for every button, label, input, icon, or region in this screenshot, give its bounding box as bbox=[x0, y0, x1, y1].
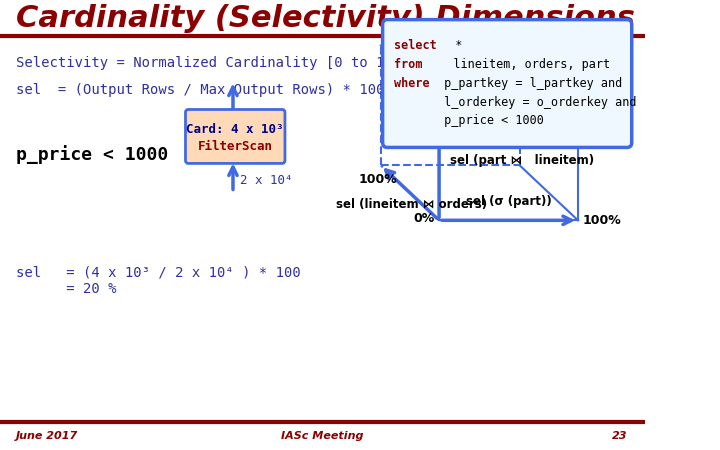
Text: 23: 23 bbox=[612, 431, 627, 441]
Text: l_orderkey = o_orderkey and: l_orderkey = o_orderkey and bbox=[437, 95, 636, 108]
Text: Selectivity = Normalized Cardinality [0 to 100%]: Selectivity = Normalized Cardinality [0 … bbox=[16, 55, 418, 70]
Text: 2 x 10⁴: 2 x 10⁴ bbox=[240, 174, 292, 187]
Text: 100%: 100% bbox=[582, 214, 621, 227]
Text: sel   = (4 x 10³ / 2 x 10⁴ ) * 100: sel = (4 x 10³ / 2 x 10⁴ ) * 100 bbox=[16, 265, 301, 279]
Text: = 20 %: = 20 % bbox=[16, 282, 117, 296]
Text: from: from bbox=[395, 58, 423, 71]
Text: p_price < 1000: p_price < 1000 bbox=[437, 114, 544, 127]
Text: *: * bbox=[441, 39, 462, 52]
Text: 100%: 100% bbox=[444, 85, 482, 98]
Text: Cardinality (Selectivity) Dimensions: Cardinality (Selectivity) Dimensions bbox=[16, 4, 635, 33]
Text: Card: 4 x 10³: Card: 4 x 10³ bbox=[186, 123, 284, 136]
FancyBboxPatch shape bbox=[186, 109, 285, 163]
Text: June 2017: June 2017 bbox=[16, 431, 78, 441]
Text: sel (lineitem ⋈ orders): sel (lineitem ⋈ orders) bbox=[336, 198, 487, 211]
Text: sel (σ (part)): sel (σ (part)) bbox=[466, 195, 552, 208]
Text: 0%: 0% bbox=[413, 212, 435, 225]
Text: lineitem, orders, part: lineitem, orders, part bbox=[432, 58, 610, 71]
Text: p_partkey = l_partkey and: p_partkey = l_partkey and bbox=[437, 76, 623, 90]
FancyBboxPatch shape bbox=[382, 20, 631, 148]
Text: FilterScan: FilterScan bbox=[198, 140, 273, 153]
Text: where: where bbox=[395, 76, 430, 90]
Text: IASc Meeting: IASc Meeting bbox=[282, 431, 364, 441]
Text: 100%: 100% bbox=[359, 173, 397, 186]
Text: select: select bbox=[395, 39, 437, 52]
Text: sel  = (Output Rows / Max Output Rows) * 100: sel = (Output Rows / Max Output Rows) * … bbox=[16, 82, 384, 96]
Text: sel (part ⋈   lineitem): sel (part ⋈ lineitem) bbox=[450, 154, 594, 167]
Text: p_price < 1000: p_price < 1000 bbox=[16, 145, 168, 164]
